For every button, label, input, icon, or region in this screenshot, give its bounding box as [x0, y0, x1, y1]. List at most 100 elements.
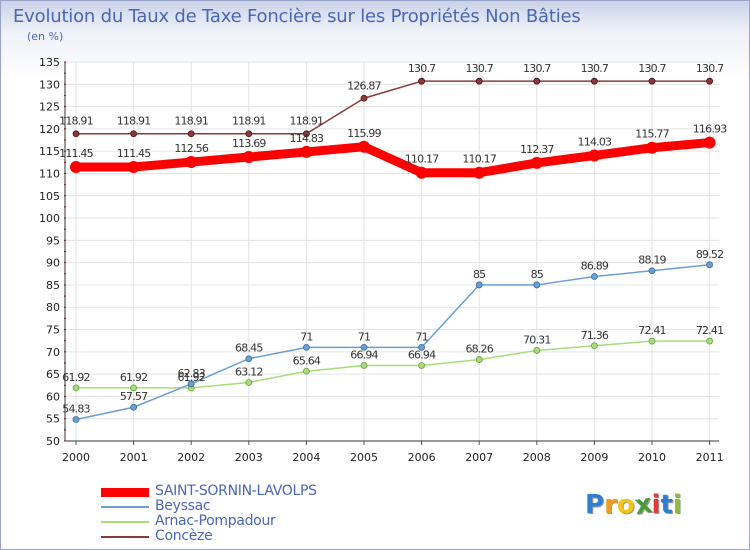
logo-letter: i: [672, 490, 682, 520]
logo-letter: o: [616, 490, 635, 520]
data-label: 130.7: [523, 62, 551, 75]
x-tick-label: 2006: [408, 451, 436, 464]
data-point: [646, 141, 658, 154]
y-tick-label: 105: [39, 190, 60, 203]
legend-label: Arnac-Pompadour: [155, 513, 276, 529]
data-point: [358, 140, 370, 153]
data-point: [187, 380, 195, 388]
y-tick-label: 55: [46, 413, 60, 426]
data-point: [360, 343, 368, 351]
series-line: [71, 138, 715, 178]
y-tick-label: 60: [46, 390, 60, 403]
data-label: 54.83: [62, 402, 90, 415]
data-point: [187, 130, 195, 138]
data-label: 118.91: [59, 115, 93, 128]
data-label: 130.7: [581, 62, 609, 75]
data-point: [530, 156, 543, 169]
data-point: [648, 337, 656, 345]
data-point: [127, 161, 140, 174]
data-point: [591, 77, 598, 85]
data-point: [130, 403, 138, 411]
x-tick-label: 2002: [177, 451, 205, 464]
data-point: [130, 130, 138, 138]
x-tick-label: 2000: [62, 451, 90, 464]
data-label: 112.56: [174, 142, 208, 155]
data-label: 111.45: [59, 147, 93, 160]
series-beyssac: [72, 261, 713, 423]
x-tick-label: 2007: [465, 451, 493, 464]
data-point: [418, 362, 426, 369]
legend-label: Beyssac: [155, 498, 211, 514]
data-point: [302, 130, 310, 138]
data-point: [591, 342, 598, 350]
data-point: [475, 281, 483, 289]
series-line: [75, 80, 711, 135]
x-tick-label: 2010: [638, 451, 666, 464]
x-tick-label: 2005: [350, 451, 378, 464]
y-tick-label: 110: [39, 167, 60, 180]
legend-swatch: [101, 536, 149, 538]
data-point: [418, 343, 426, 351]
data-label: 88.19: [638, 254, 666, 267]
data-label: 126.87: [347, 79, 381, 92]
data-label: 118.91: [174, 115, 208, 128]
data-point: [473, 166, 486, 179]
x-tick-label: 2011: [696, 451, 724, 464]
data-label: 57.57: [120, 390, 148, 403]
proxiti-logo: Proxiti: [585, 488, 682, 522]
series-line: [75, 264, 711, 421]
data-label: 86.89: [581, 260, 609, 273]
x-tick-label: 2001: [120, 451, 148, 464]
legend-label: SAINT-SORNIN-LAVOLPS: [155, 483, 317, 499]
data-label: 130.7: [465, 62, 493, 75]
data-point: [591, 273, 598, 280]
legend-swatch: [101, 506, 149, 508]
data-label: 118.91: [290, 115, 324, 128]
data-label: 68.26: [465, 343, 493, 356]
data-label: 66.94: [408, 348, 436, 361]
y-tick-label: 120: [39, 123, 60, 136]
data-label: 61.92: [177, 371, 205, 384]
chart-title: Evolution du Taux de Taxe Foncière sur l…: [13, 6, 581, 27]
data-label: 71: [358, 330, 370, 343]
legend-swatch: [101, 521, 149, 523]
data-label: 118.91: [117, 115, 151, 128]
data-label: 118.91: [232, 115, 266, 128]
data-point: [245, 379, 253, 386]
data-label: 71: [300, 330, 312, 343]
data-point: [302, 367, 310, 375]
data-label: 68.45: [235, 342, 263, 355]
data-label: 114.03: [578, 136, 612, 149]
data-point: [242, 151, 255, 164]
data-label: 110.17: [405, 153, 439, 166]
data-label: 72.41: [696, 324, 724, 337]
data-point: [302, 343, 310, 351]
series-saint-sornin-lavolps: [70, 136, 716, 179]
data-label: 62.83: [177, 367, 205, 380]
logo-letter: x: [632, 488, 654, 522]
y-tick-label: 70: [46, 346, 60, 359]
series-conc-ze: [72, 77, 713, 138]
data-label: 114.83: [290, 132, 324, 145]
data-point: [185, 156, 198, 169]
data-label: 115.77: [635, 128, 669, 141]
logo-letter: t: [660, 490, 673, 520]
data-point: [245, 130, 253, 138]
data-point: [72, 384, 80, 392]
x-tick-label: 2003: [235, 451, 263, 464]
data-label: 115.99: [347, 127, 381, 140]
data-point: [245, 355, 253, 363]
data-point: [415, 166, 428, 179]
data-label: 85: [473, 268, 486, 281]
data-point: [418, 77, 426, 85]
data-label: 112.37: [520, 143, 554, 156]
data-point: [533, 347, 541, 354]
data-label: 70.31: [523, 333, 551, 346]
data-label: 113.69: [232, 137, 266, 150]
data-point: [130, 384, 138, 392]
data-label: 61.92: [62, 371, 90, 384]
data-point: [706, 261, 713, 269]
data-point: [70, 161, 82, 174]
y-tick-label: 65: [46, 368, 60, 381]
